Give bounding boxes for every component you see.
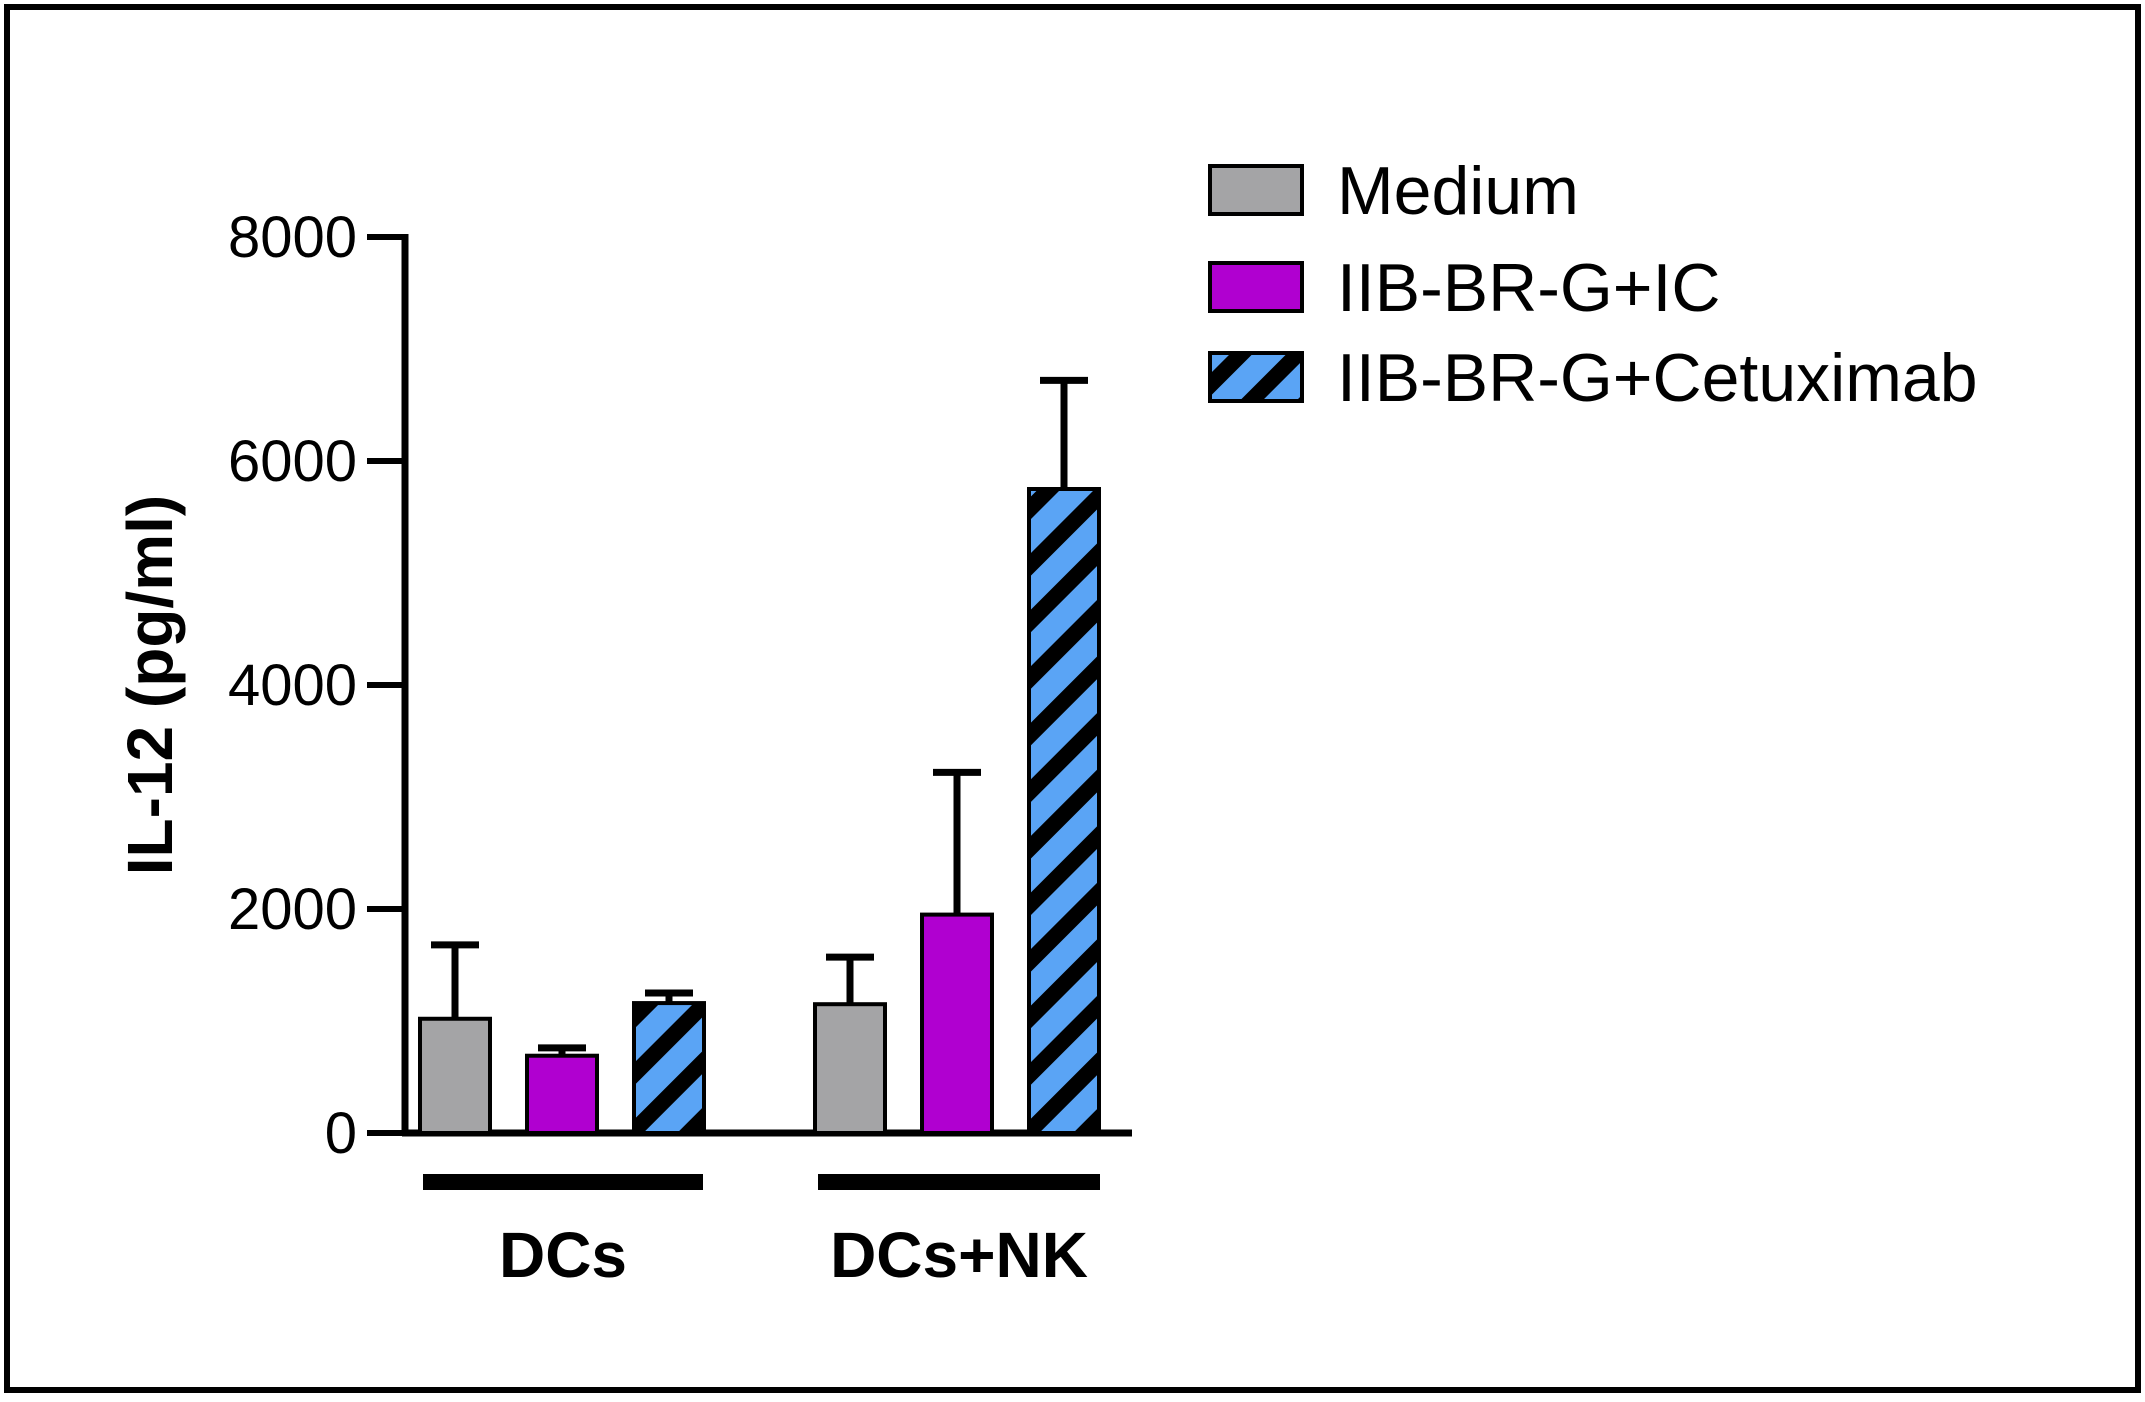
bar-iib-br-g-ic xyxy=(920,912,994,1135)
group-label-dcs-nk: DCs+NK xyxy=(830,1219,1088,1291)
legend-iib-br-g-cetuximab-swatch xyxy=(1208,351,1304,403)
bar-iib-br-g-ic xyxy=(525,1053,599,1135)
legend-iib-br-g-ic-swatch xyxy=(1208,261,1304,313)
y-tick-label: 4000 xyxy=(228,653,357,718)
legend-iib-br-g-ic-label: IIB-BR-G+IC xyxy=(1337,250,1721,326)
bar-medium xyxy=(418,1016,492,1136)
bar-iib-br-g-cetuximab xyxy=(1027,487,1101,1135)
legend-medium-swatch xyxy=(1208,164,1304,216)
group-label-dcs: DCs xyxy=(499,1219,627,1291)
y-tick-label: 8000 xyxy=(228,205,357,270)
legend-iib-br-g-cetuximab-label: IIB-BR-G+Cetuximab xyxy=(1337,340,1978,416)
y-tick-label: 2000 xyxy=(228,877,357,942)
y-axis-title: IL-12 (pg/ml) xyxy=(114,495,186,875)
bar-medium xyxy=(813,1002,887,1136)
y-tick-label: 0 xyxy=(325,1101,357,1166)
legend-medium-label: Medium xyxy=(1337,153,1579,229)
y-tick-label: 6000 xyxy=(228,429,357,494)
bar-iib-br-g-cetuximab xyxy=(632,1001,706,1136)
